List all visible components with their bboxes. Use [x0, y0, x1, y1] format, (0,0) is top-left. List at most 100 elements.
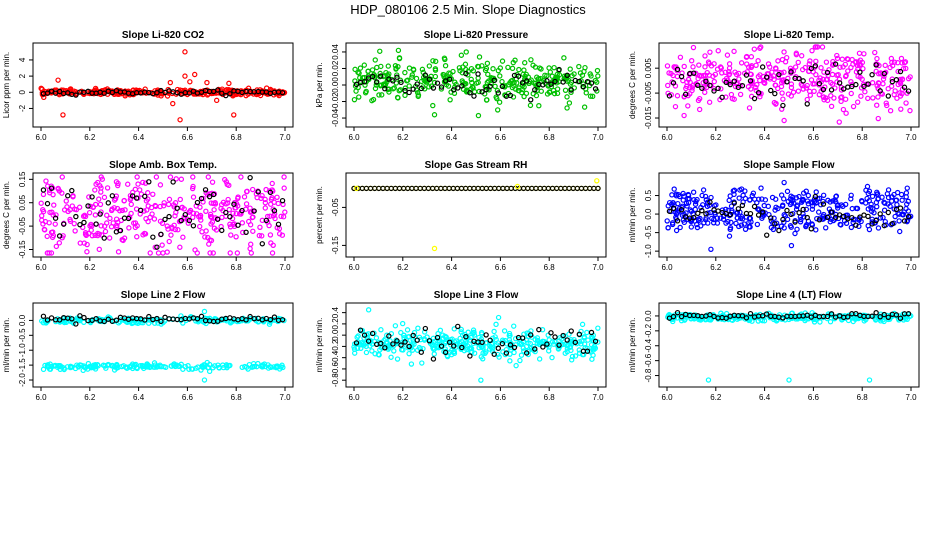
data-point [76, 204, 83, 210]
data-point [702, 89, 708, 96]
data-point [737, 215, 744, 222]
data-point [96, 196, 102, 202]
data-point [86, 209, 93, 216]
reference-point [422, 72, 429, 78]
data-point [842, 96, 849, 102]
reference-point [560, 79, 566, 85]
data-point [745, 83, 752, 90]
data-point [669, 192, 675, 198]
outlier-point [866, 377, 873, 383]
plot-frame [658, 172, 920, 258]
x-tick-label: 6.0 [661, 263, 673, 272]
outlier-point [55, 77, 61, 83]
data-point [551, 64, 557, 71]
data-point [215, 362, 221, 368]
reference-point [113, 317, 120, 323]
data-point [773, 100, 779, 107]
reference-point [81, 314, 87, 321]
data-point [421, 329, 428, 335]
data-point [687, 79, 693, 86]
data-point [803, 206, 810, 213]
x-tick-label: 6.2 [84, 263, 96, 272]
data-point [269, 250, 276, 256]
data-point [53, 243, 60, 250]
data-point [583, 90, 589, 96]
data-point [880, 214, 886, 221]
data-point [38, 85, 44, 92]
data-point [72, 228, 78, 234]
reference-point [394, 338, 400, 344]
data-point [824, 315, 831, 322]
data-point [111, 197, 118, 203]
data-point [753, 84, 759, 91]
data-point [838, 222, 844, 228]
reference-point [154, 244, 160, 250]
data-point [93, 364, 99, 370]
data-point [706, 99, 713, 105]
reference-point [532, 346, 538, 352]
data-point [132, 186, 139, 193]
data-point [372, 73, 378, 79]
data-point [875, 195, 882, 202]
data-point [395, 47, 402, 54]
data-point [205, 364, 212, 371]
data-point [121, 235, 128, 241]
data-point [507, 80, 513, 86]
data-point [243, 201, 250, 207]
data-point [269, 180, 275, 187]
reference-point [584, 348, 591, 354]
data-point [726, 69, 732, 75]
reference-point [723, 79, 729, 85]
data-point [447, 336, 454, 343]
data-point [361, 335, 367, 341]
reference-point [881, 222, 887, 229]
reference-point [893, 77, 900, 83]
data-point [818, 65, 824, 71]
data-point [746, 105, 753, 111]
data-point [729, 95, 735, 102]
data-point [860, 65, 866, 72]
data-point [507, 339, 513, 345]
data-point [855, 59, 862, 65]
reference-point [861, 83, 867, 90]
reference-point [548, 81, 554, 87]
data-point [484, 79, 491, 86]
data-point [121, 198, 127, 204]
data-point [511, 323, 517, 329]
data-point [92, 232, 98, 239]
outlier-point [365, 307, 372, 313]
data-point [495, 314, 502, 321]
data-point [827, 199, 833, 205]
x-tick-label: 7.0 [592, 133, 604, 142]
data-point [456, 65, 463, 71]
x-tick-label: 6.0 [35, 263, 47, 272]
outlier-point [431, 245, 438, 252]
data-point [223, 87, 230, 93]
data-point [679, 70, 685, 76]
data-point [67, 207, 73, 213]
data-point [695, 216, 702, 222]
reference-point [556, 66, 562, 73]
data-point [46, 250, 52, 256]
data-point [108, 224, 115, 230]
data-point [536, 341, 542, 347]
data-point [765, 203, 772, 210]
data-point [351, 346, 358, 352]
reference-point [410, 86, 416, 92]
data-point [843, 110, 849, 116]
reference-point [495, 90, 501, 96]
reference-point [279, 317, 286, 323]
reference-point [73, 321, 79, 327]
x-tick-label: 6.0 [348, 133, 360, 142]
data-point [67, 363, 74, 370]
data-point [482, 67, 489, 74]
data-point [671, 64, 677, 70]
reference-point [877, 88, 883, 94]
reference-point [560, 332, 566, 339]
data-point [799, 82, 805, 89]
data-point [281, 185, 287, 191]
data-point [880, 76, 887, 82]
reference-point [146, 179, 152, 185]
data-point [172, 213, 178, 219]
reference-point [69, 316, 75, 322]
